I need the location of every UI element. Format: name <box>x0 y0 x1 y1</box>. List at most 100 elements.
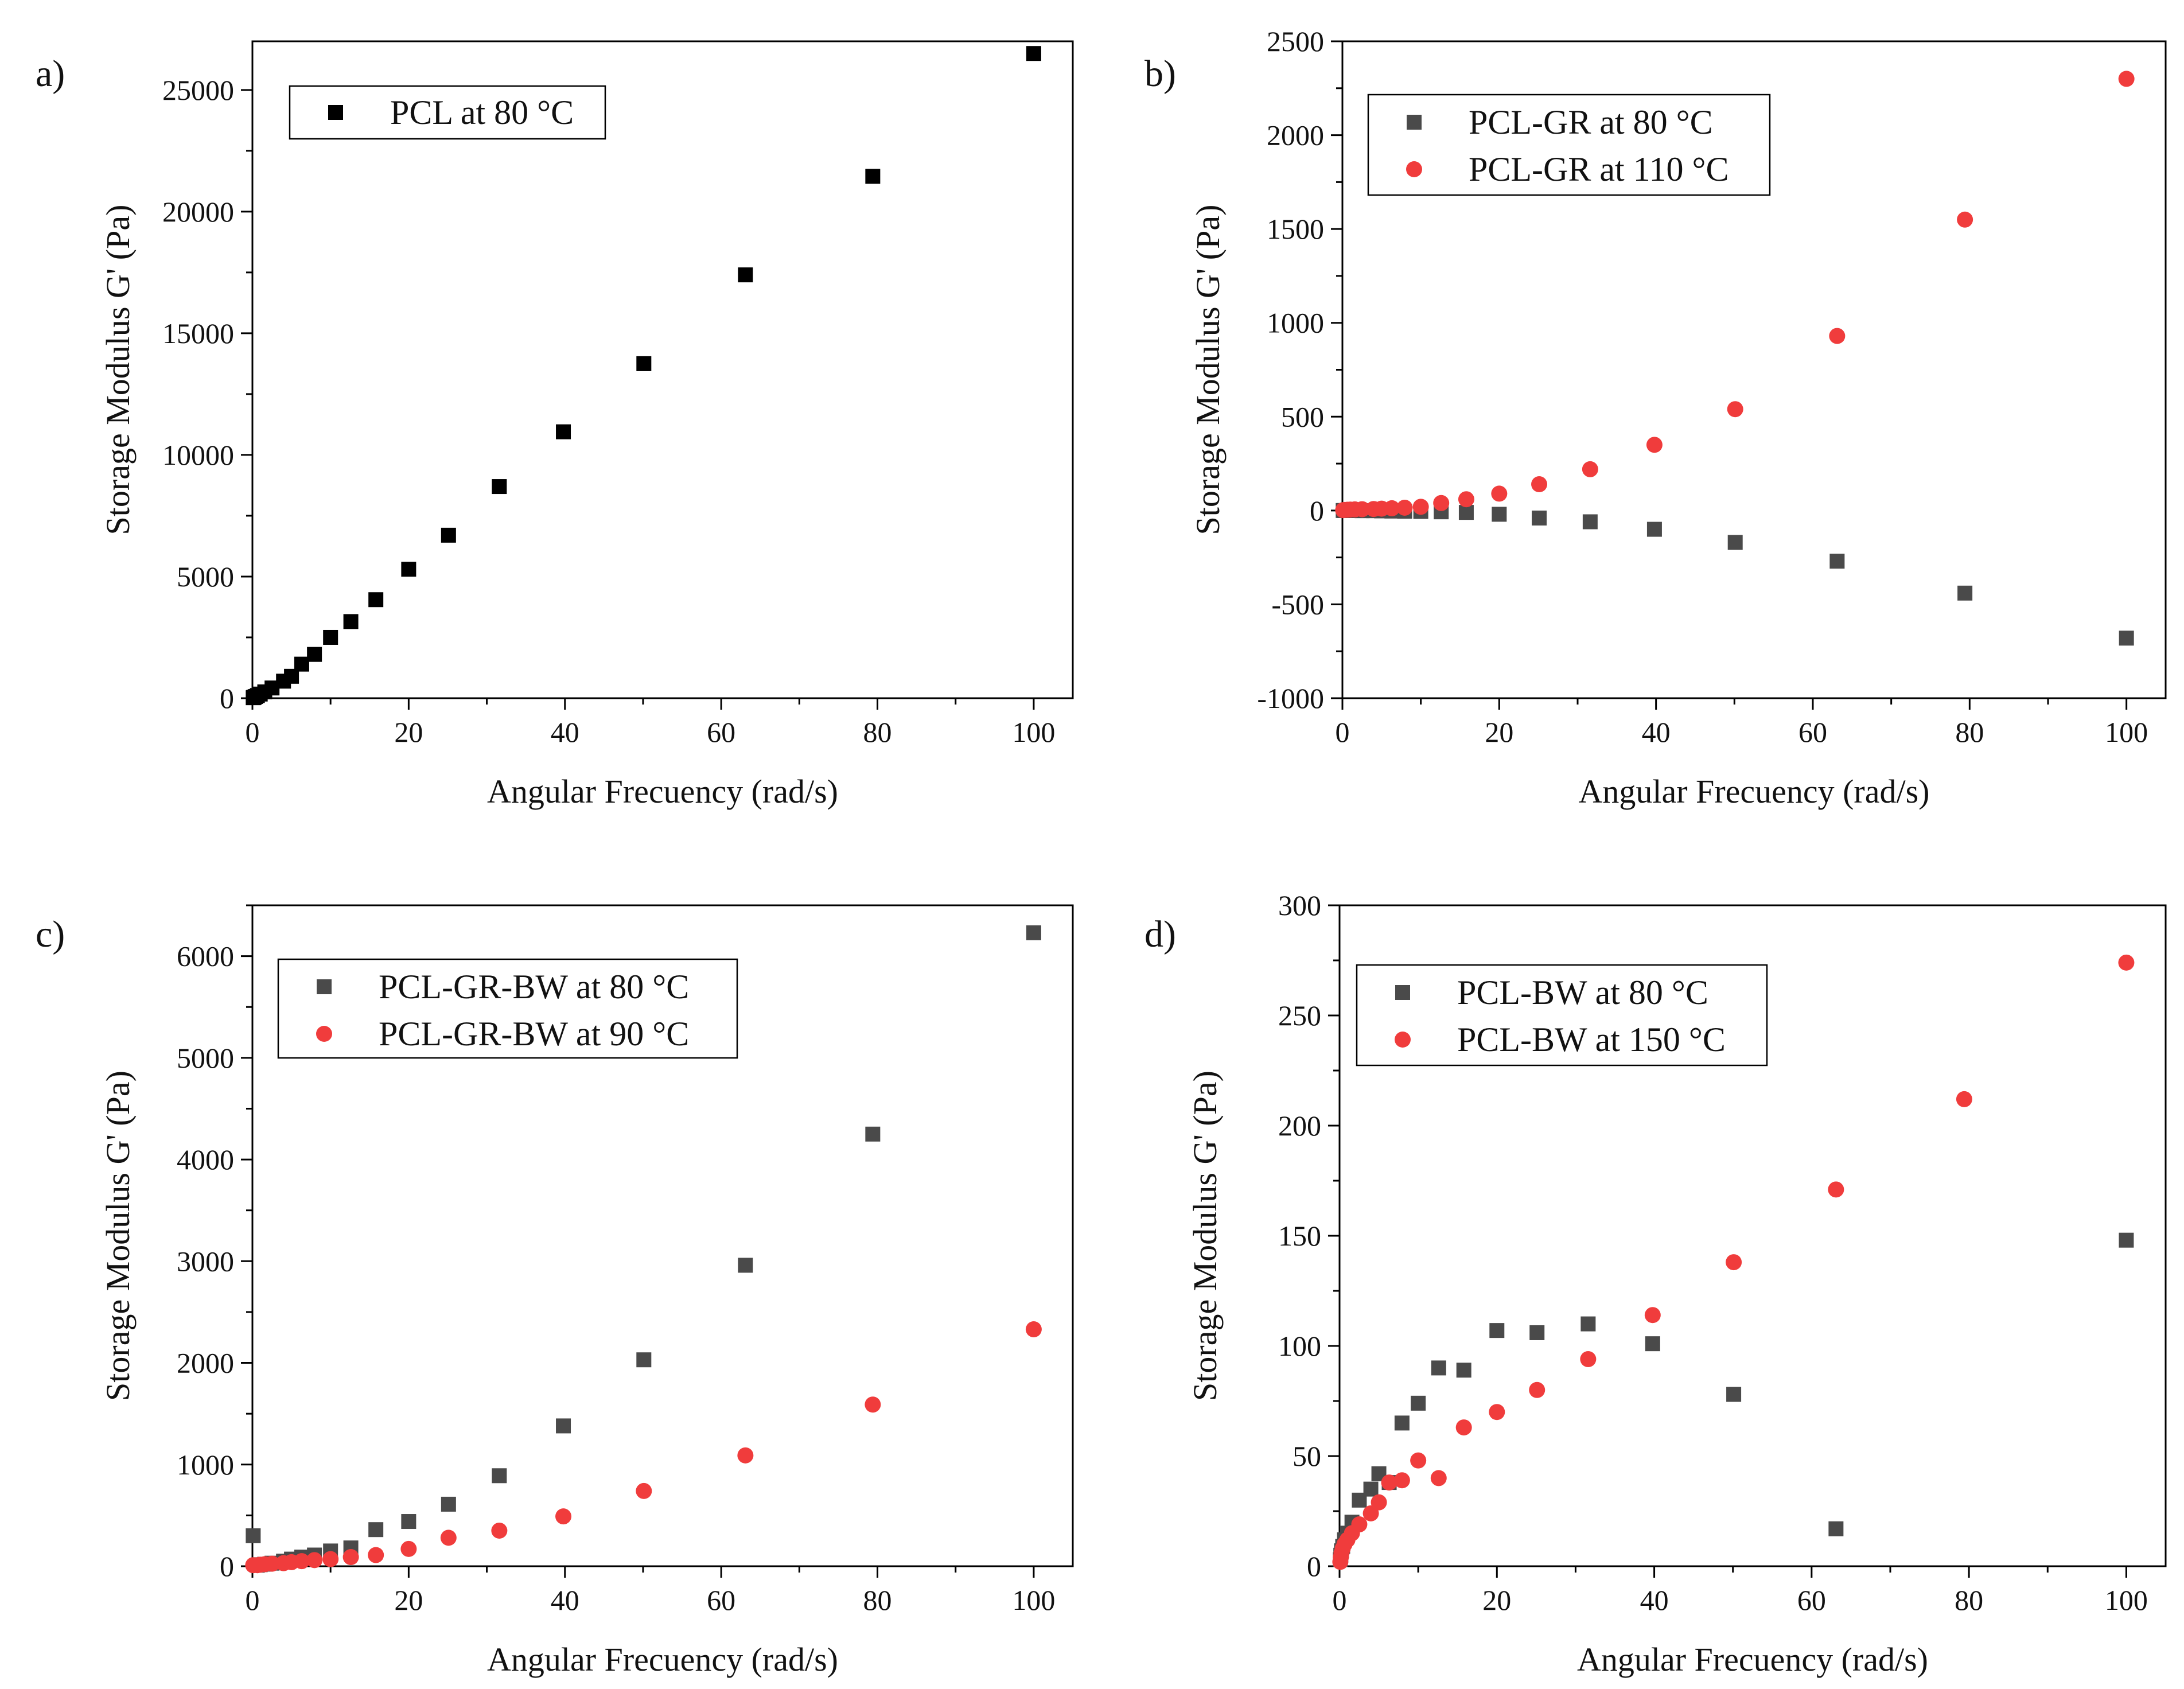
data-point <box>1491 485 1508 502</box>
data-point <box>1829 554 1845 569</box>
data-point <box>1381 1474 1397 1491</box>
data-point <box>1396 499 1413 516</box>
x-tick-label: 0 <box>246 1584 260 1616</box>
data-point <box>1582 461 1598 477</box>
x-tick-label: 20 <box>394 1584 423 1616</box>
legend: PCL-BW at 80 °C PCL-BW at 150 °C <box>1356 964 1768 1067</box>
data-point <box>2118 71 2135 87</box>
data-point <box>636 1482 652 1499</box>
data-point <box>264 1555 281 1572</box>
series-1 <box>1333 1232 2134 1567</box>
y-axis-label: Storage Modulus G' (Pa) <box>99 205 137 535</box>
data-point <box>738 1258 753 1273</box>
y-axis-label: Storage Modulus G' (Pa) <box>1189 205 1227 535</box>
plot-frame <box>251 40 1074 699</box>
x-axis-label: Angular Frecuency (rad/s) <box>487 1641 838 1678</box>
x-tick-label: 80 <box>1955 1584 1983 1616</box>
data-point <box>1026 46 1041 61</box>
data-point <box>1727 401 1743 418</box>
data-point <box>441 527 456 543</box>
legend-entry: PCL-GR at 80 °C <box>1469 103 1713 141</box>
legend-entry: PCL-GR-BW at 80 °C <box>379 968 689 1006</box>
series-1 <box>1336 503 2134 646</box>
data-point <box>1458 505 1474 520</box>
legend-box <box>1356 964 1768 1067</box>
y-tick-label: 2000 <box>177 1347 234 1379</box>
legend-marker <box>316 1026 332 1042</box>
data-point <box>1363 1481 1379 1497</box>
data-point <box>1025 1321 1042 1338</box>
legend-entry: PCL at 80 °C <box>390 94 574 131</box>
x-tick-label: 20 <box>1485 716 1513 748</box>
legend: PCL at 80 °C <box>289 85 606 140</box>
data-point <box>737 1447 754 1464</box>
y-tick-label: 100 <box>1278 1330 1321 1362</box>
data-point <box>440 1530 457 1546</box>
data-point <box>1828 1181 1844 1198</box>
data-point <box>1489 1323 1505 1338</box>
data-point <box>1492 507 1507 522</box>
legend: PCL-GR at 80 °C PCL-GR at 110 °C <box>1367 94 1771 196</box>
data-point <box>1956 1091 1972 1107</box>
panel-label: b) <box>1144 53 1176 95</box>
chart-panel-a: a) 0 20 40 60 80 100 0 5000 10000 15000 20000 25000 A… <box>36 40 1074 810</box>
data-point <box>401 1514 416 1530</box>
data-point <box>1580 1316 1596 1332</box>
legend-entry: PCL-BW at 80 °C <box>1457 974 1708 1011</box>
plot-frame <box>251 904 1074 1567</box>
data-point <box>1384 500 1400 516</box>
x-tick-label: 40 <box>1640 1584 1669 1616</box>
series-2 <box>1335 71 2135 519</box>
data-point <box>1644 1307 1661 1324</box>
data-point <box>1529 1325 1545 1340</box>
legend-entry: PCL-BW at 150 °C <box>1457 1021 1726 1058</box>
x-tick-label: 100 <box>1012 1584 1055 1616</box>
y-tick-label: 2500 <box>1267 25 1324 57</box>
y-tick-label: 0 <box>220 682 234 714</box>
data-point <box>1026 925 1041 940</box>
y-tick-label: 10000 <box>162 439 234 471</box>
x-tick-label: 60 <box>1797 1584 1826 1616</box>
data-point <box>865 169 881 184</box>
data-point <box>1645 1336 1660 1352</box>
x-axis-label: Angular Frecuency (rad/s) <box>1577 1641 1928 1678</box>
x-tick-label: 20 <box>394 716 423 748</box>
panel-label: d) <box>1144 913 1176 955</box>
data-point <box>1458 491 1474 508</box>
data-point <box>294 656 309 672</box>
x-tick-label: 100 <box>2105 1584 2148 1616</box>
data-point <box>492 479 507 495</box>
x-axis-label: Angular Frecuency (rad/s) <box>487 773 838 810</box>
y-tick-label: 300 <box>1278 889 1321 921</box>
legend-box <box>277 958 738 1059</box>
legend-marker <box>1395 985 1410 1000</box>
legend-marker <box>317 979 332 994</box>
data-point <box>1362 1505 1379 1521</box>
data-point <box>1354 501 1371 517</box>
data-point <box>1351 1516 1368 1533</box>
data-point <box>1430 1470 1447 1486</box>
x-tick-label: 60 <box>707 716 735 748</box>
y-tick-label: 1000 <box>1267 307 1324 339</box>
data-point <box>1394 1415 1410 1431</box>
data-point <box>1957 211 1973 228</box>
data-point <box>556 1418 571 1434</box>
data-point <box>306 1552 323 1569</box>
data-point <box>1582 514 1598 530</box>
data-point <box>1529 1381 1545 1398</box>
x-tick-label: 0 <box>1333 1584 1347 1616</box>
legend: PCL-GR-BW at 80 °C PCL-GR-BW at 90 °C <box>277 958 738 1059</box>
data-point <box>1646 437 1663 453</box>
data-point <box>1828 1521 1844 1536</box>
y-tick-label: 0 <box>1310 495 1324 527</box>
data-point <box>2119 631 2134 646</box>
data-point <box>246 1528 261 1543</box>
y-tick-label: 200 <box>1278 1110 1321 1142</box>
y-tick-label: -1000 <box>1257 682 1324 714</box>
chart-panel-d: d) 0 20 40 60 80 100 0 50 100 150 200 250 300 Angular … <box>1144 889 2167 1678</box>
series-1 <box>246 46 1041 706</box>
legend-marker <box>1407 115 1422 130</box>
chart-panel-b: b) 0 20 40 60 80 100 -1000 -500 0 500 1000 1500 2000 2… <box>1144 25 2167 810</box>
x-tick-label: 0 <box>246 716 260 748</box>
